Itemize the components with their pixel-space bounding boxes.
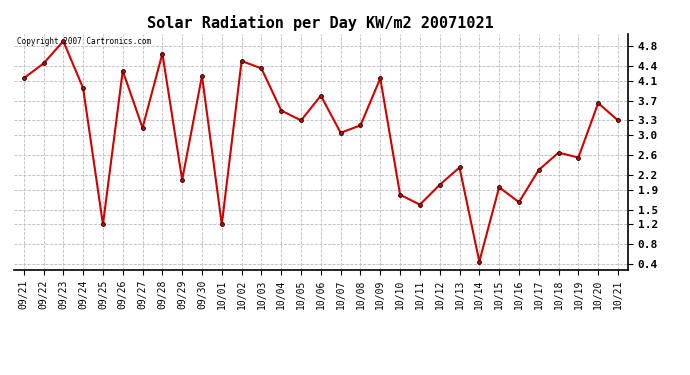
Title: Solar Radiation per Day KW/m2 20071021: Solar Radiation per Day KW/m2 20071021 — [148, 15, 494, 31]
Text: Copyright 2007 Cartronics.com: Copyright 2007 Cartronics.com — [17, 37, 151, 46]
